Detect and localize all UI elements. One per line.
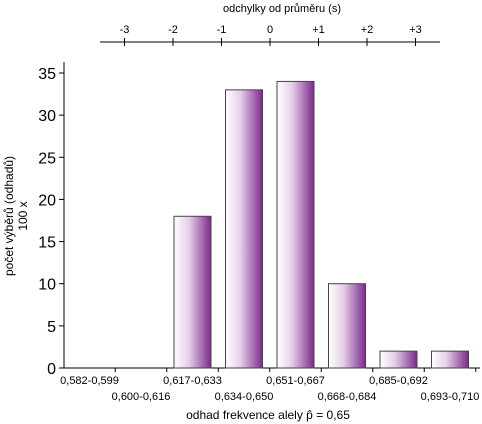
bar [173,215,212,369]
top-tick-label: -1 [217,24,227,36]
top-tick-label: -2 [168,24,178,36]
top-tick-label: +2 [361,24,374,36]
top-tick-label: -3 [120,24,130,36]
y-tick-label: 15 [38,235,56,252]
plot-area: 0 5 10 15 20 25 30 35 0,582-0,599 0,600-0,616 0,61… [38,24,480,403]
y-axis-label-scale: 100 x [16,201,30,230]
x-axis-label: odhad frekvence alely p̂ = 0,65 [186,408,350,422]
bar [328,283,366,369]
top-tick-label: +3 [409,24,422,36]
y-tick-label: 25 [38,150,56,167]
x-tick-label: 0,668-0,684 [318,391,377,403]
x-tick-label: 0,693-0,710 [421,391,480,403]
bar [431,350,469,369]
x-tick-label: 0,651-0,667 [266,375,325,387]
bar [276,80,315,369]
bar [379,350,418,369]
y-tick-label: 20 [38,192,56,209]
y-tick-label: 10 [38,277,56,294]
top-tick-label: 0 [267,24,273,36]
bar [225,89,263,369]
y-tick-label: 35 [38,66,56,83]
x-tick-label: 0,634-0,650 [215,391,274,403]
x-tick-label: 0,582-0,599 [60,375,119,387]
x-tick-label: 0,685-0,692 [369,375,428,387]
top-axis-label: odchylky od průměru (s) [223,3,341,15]
y-tick-label: 5 [47,319,56,336]
x-tick-label: 0,600-0,616 [112,391,171,403]
y-tick-label: 30 [38,108,56,125]
x-tick-label: 0,617-0,633 [163,375,222,387]
y-axis-label: počet výběrů (odhadů) [2,156,16,276]
top-tick-label: +1 [312,24,325,36]
y-tick-label: 0 [47,361,56,378]
